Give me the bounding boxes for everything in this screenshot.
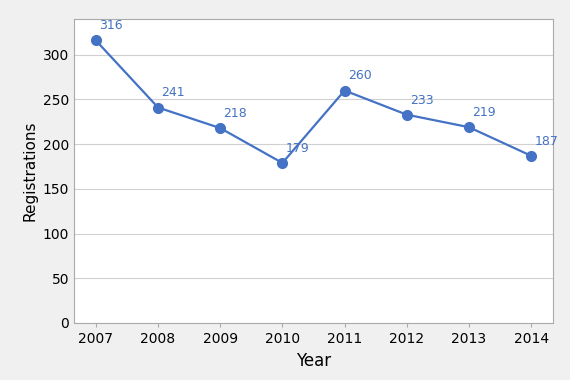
Text: 241: 241 [161,87,185,100]
Text: 260: 260 [348,70,372,82]
Text: 233: 233 [410,93,434,107]
Text: 179: 179 [286,142,310,155]
Text: 219: 219 [472,106,496,119]
Text: 316: 316 [99,19,123,32]
X-axis label: Year: Year [296,352,331,370]
Text: 187: 187 [534,135,558,148]
Y-axis label: Registrations: Registrations [22,121,37,221]
Text: 218: 218 [223,107,247,120]
